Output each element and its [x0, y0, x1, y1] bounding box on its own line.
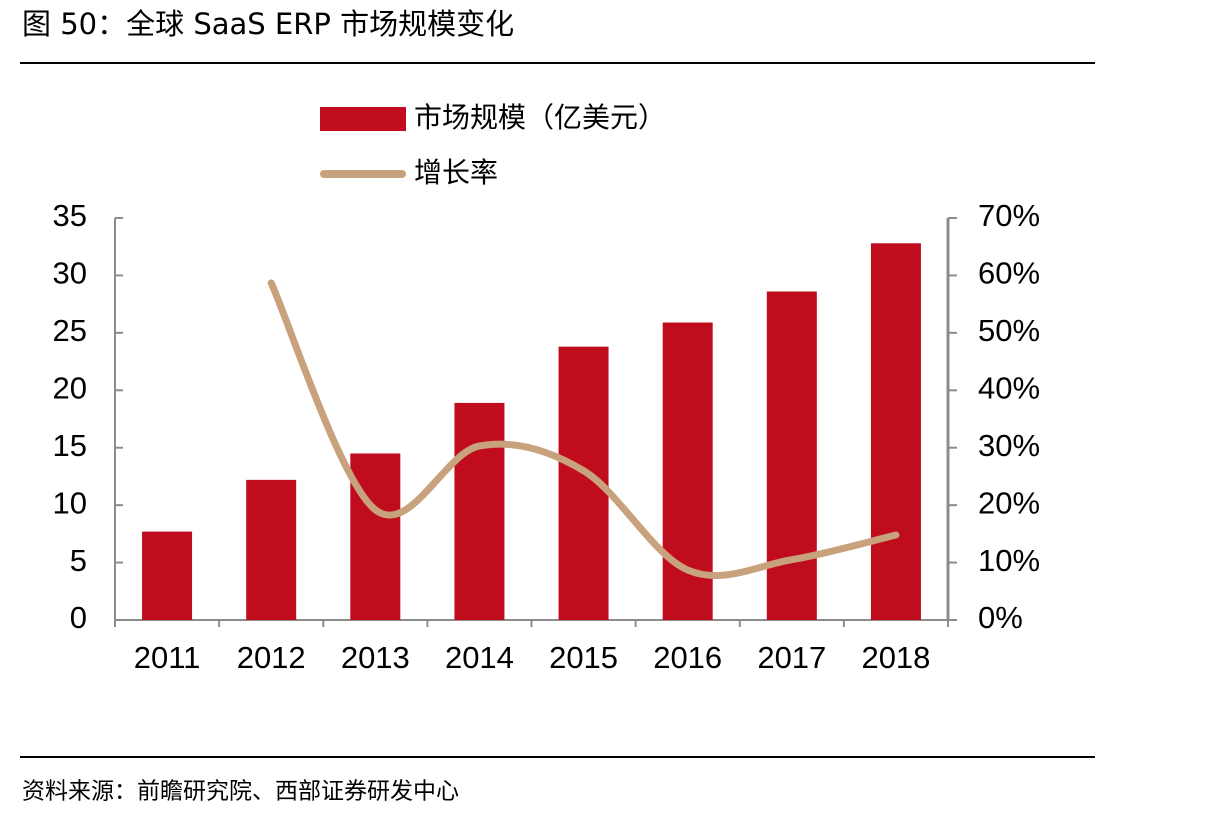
y2-tick-label: 70% — [978, 198, 1040, 233]
chart-title: 图 50：全球 SaaS ERP 市场规模变化 — [22, 7, 514, 41]
x-tick-label: 2015 — [549, 640, 618, 675]
y-tick-label: 25 — [53, 313, 87, 348]
x-tick-label: 2016 — [653, 640, 722, 675]
legend-label: 增长率 — [414, 156, 498, 189]
y-tick-label: 20 — [53, 370, 87, 405]
x-tick-label: 2014 — [445, 640, 514, 675]
x-tick-label: 2013 — [341, 640, 410, 675]
x-tick-label: 2011 — [134, 640, 201, 675]
line — [267, 279, 900, 580]
y2-tick-label: 60% — [978, 256, 1040, 291]
x-tick-label: 2018 — [861, 640, 930, 675]
legend-label: 市场规模（亿美元） — [414, 101, 666, 134]
x-tick-label: 2012 — [237, 640, 306, 675]
y-tick-label: 0 — [70, 600, 87, 635]
bar — [246, 479, 297, 620]
y-tick-label: 35 — [53, 198, 87, 233]
bar — [870, 243, 921, 621]
legend-swatch — [320, 107, 406, 131]
y-tick-label: 5 — [70, 543, 87, 578]
bar — [350, 453, 401, 620]
y2-tick-label: 0% — [978, 600, 1023, 635]
y2-tick-label: 10% — [978, 543, 1040, 578]
y-tick-label: 10 — [53, 485, 87, 520]
bar — [142, 531, 193, 620]
bar — [454, 402, 505, 620]
y-tick-label: 30 — [53, 256, 87, 291]
y2-tick-label: 20% — [978, 485, 1040, 520]
bar — [766, 291, 817, 620]
y2-tick-label: 40% — [978, 370, 1040, 405]
y2-tick-label: 30% — [978, 428, 1040, 463]
x-tick-label: 2017 — [757, 640, 826, 675]
source-note: 资料来源：前瞻研究院、西部证券研发中心 — [22, 779, 459, 805]
y2-tick-label: 50% — [978, 313, 1040, 348]
y-tick-label: 15 — [53, 428, 87, 463]
